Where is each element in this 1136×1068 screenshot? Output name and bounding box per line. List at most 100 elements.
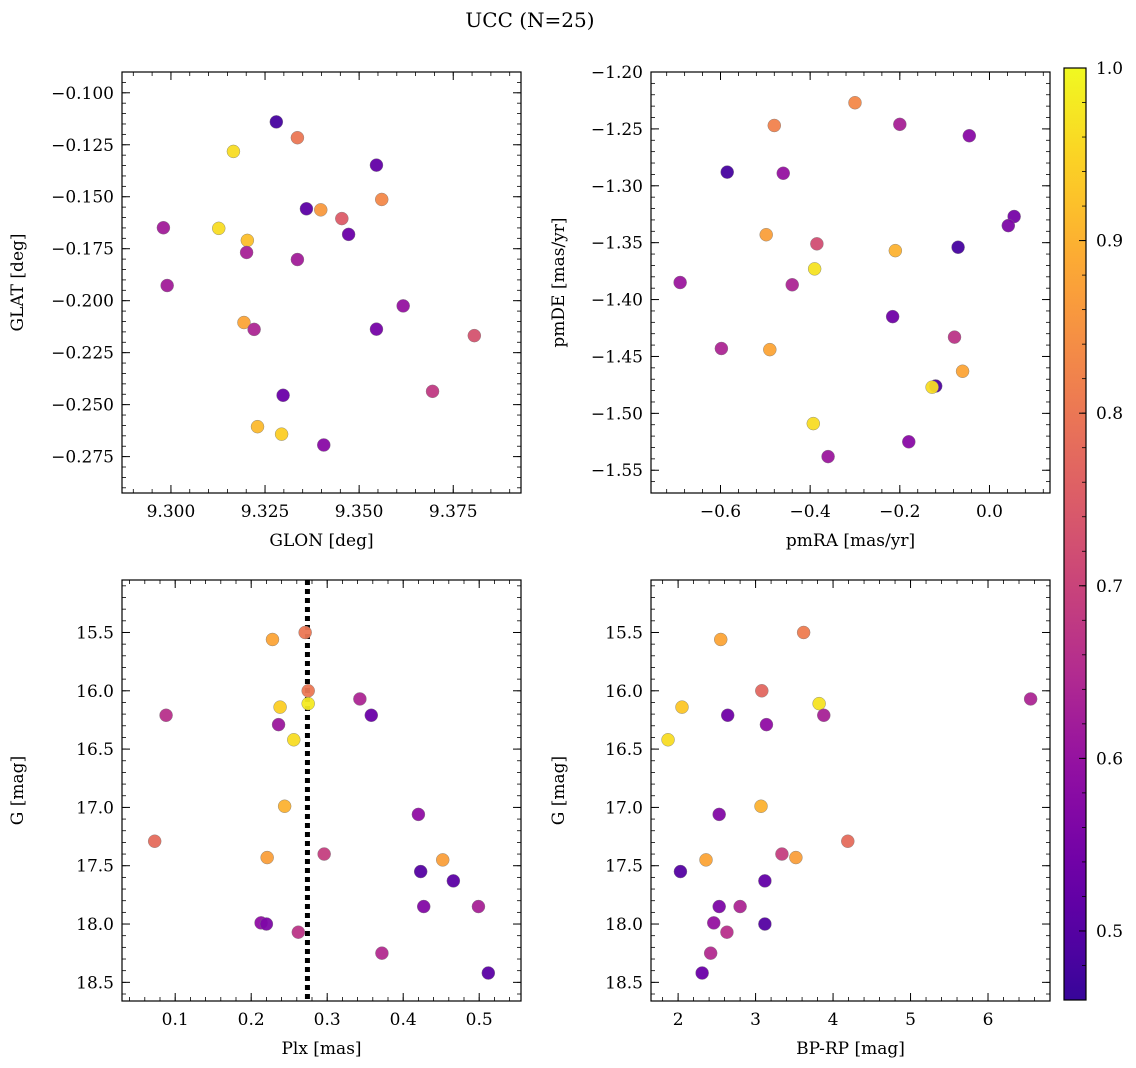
- x-tick-label: 0.3: [314, 1010, 341, 1030]
- x-tick-label: −0.2: [879, 502, 920, 522]
- data-point: [806, 416, 820, 431]
- data-point: [341, 227, 356, 242]
- y-tick-label: 17.0: [76, 798, 114, 818]
- data-point: [353, 692, 367, 706]
- data-point: [237, 315, 251, 330]
- data-point: [290, 252, 305, 267]
- data-point: [888, 243, 903, 258]
- data-point: [436, 853, 450, 867]
- data-point: [841, 834, 855, 848]
- data-point: [212, 221, 226, 236]
- data-point: [317, 847, 331, 861]
- y-tick-label: −1.40: [591, 291, 643, 311]
- data-point: [375, 946, 389, 960]
- data-point: [1023, 692, 1038, 706]
- data-point: [375, 192, 389, 207]
- y-tick-label: −0.100: [51, 84, 114, 104]
- x-tick-label: −0.6: [700, 502, 741, 522]
- colorbar: 0.5 0.6 0.7 0.8 0.9 1.0: [1063, 59, 1123, 1001]
- data-point: [301, 684, 315, 698]
- y-tick-label: −0.250: [51, 396, 114, 416]
- y-tick-label: 18.5: [605, 973, 643, 993]
- data-point: [425, 384, 440, 399]
- data-point: [759, 228, 773, 242]
- y-tick-label: −1.20: [591, 63, 643, 83]
- data-point: [273, 700, 287, 714]
- x-axis-label: BP-RP [mag]: [796, 1039, 905, 1059]
- y-tick-label: −0.150: [51, 188, 114, 208]
- y-tick-label: −1.30: [591, 177, 643, 197]
- y-tick-label: −1.25: [591, 120, 643, 140]
- data-point: [767, 118, 781, 133]
- x-tick-label: 9.300: [147, 502, 196, 522]
- data-point: [317, 438, 331, 452]
- panel-bottom-left: 0.1 0.2 0.3 0.4 0.5 15.5 16.0 16.5 17.0 17.5 18.0 1…: [8, 579, 522, 1059]
- data-point: [259, 917, 274, 931]
- x-tick-label: 0.5: [466, 1010, 493, 1030]
- data-point: [947, 330, 962, 344]
- data-point: [298, 625, 312, 640]
- x-tick-label: 6: [983, 1010, 994, 1030]
- data-point: [481, 966, 496, 980]
- x-tick-label: 3: [750, 1010, 761, 1030]
- data-point: [471, 899, 486, 914]
- data-point: [699, 853, 713, 867]
- x-tick-label: 0.0: [976, 502, 1003, 522]
- data-point: [301, 696, 315, 711]
- y-tick-label: −1.50: [591, 404, 643, 424]
- data-point: [276, 388, 290, 402]
- data-point: [763, 342, 777, 357]
- y-axis-label: GLAT [deg]: [8, 233, 28, 331]
- data-point: [712, 899, 726, 914]
- data-point: [411, 807, 426, 822]
- panel-top-right: −0.6 −0.4 −0.2 0.0 −1.20 −1.25 −1.30 −1.35 −1.40…: [549, 63, 1051, 551]
- y-tick-label: −0.225: [51, 344, 114, 364]
- y-axis-label: G [mag]: [8, 756, 28, 825]
- data-point: [271, 717, 286, 732]
- data-point: [369, 322, 384, 336]
- data-point: [675, 700, 689, 714]
- data-point: [240, 233, 255, 248]
- x-tick-label: 9.350: [335, 502, 384, 522]
- y-tick-label: 18.0: [76, 915, 114, 935]
- data-point: [160, 278, 174, 293]
- data-point: [396, 299, 410, 313]
- colorbar-gradient: [1063, 67, 1087, 1001]
- data-point: [776, 166, 790, 180]
- data-point: [369, 158, 384, 172]
- data-point: [733, 899, 747, 914]
- data-point: [291, 925, 306, 939]
- data-point: [239, 245, 254, 260]
- data-point: [785, 278, 799, 292]
- data-point: [277, 799, 292, 813]
- data-point: [812, 696, 826, 711]
- figure-title: UCC (N=25): [465, 8, 594, 32]
- axes-frame: [121, 71, 522, 494]
- data-point: [817, 708, 831, 722]
- data-point: [695, 966, 709, 980]
- data-point: [467, 328, 482, 343]
- data-point: [720, 165, 734, 179]
- data-point: [754, 799, 768, 813]
- data-point: [758, 917, 772, 931]
- y-tick-label: 16.0: [76, 682, 114, 702]
- data-point: [274, 427, 289, 441]
- data-point: [885, 309, 900, 324]
- y-tick-label: 17.0: [605, 798, 643, 818]
- data-point: [247, 322, 261, 337]
- axes-frame: [121, 579, 522, 1002]
- data-point: [250, 419, 265, 434]
- x-tick-label: 9.375: [429, 502, 478, 522]
- y-tick-label: 18.5: [76, 973, 114, 993]
- data-point: [673, 864, 688, 879]
- data-point: [810, 237, 824, 251]
- data-point: [265, 632, 280, 647]
- colorbar-tick-label: 0.8: [1096, 404, 1123, 424]
- x-axis-label: pmRA [mas/yr]: [786, 531, 915, 551]
- data-point: [714, 632, 728, 647]
- y-axis-label: pmDE [mas/yr]: [549, 217, 569, 347]
- data-point: [159, 708, 173, 722]
- data-point: [417, 899, 431, 914]
- data-point: [714, 341, 729, 356]
- data-point: [661, 733, 675, 747]
